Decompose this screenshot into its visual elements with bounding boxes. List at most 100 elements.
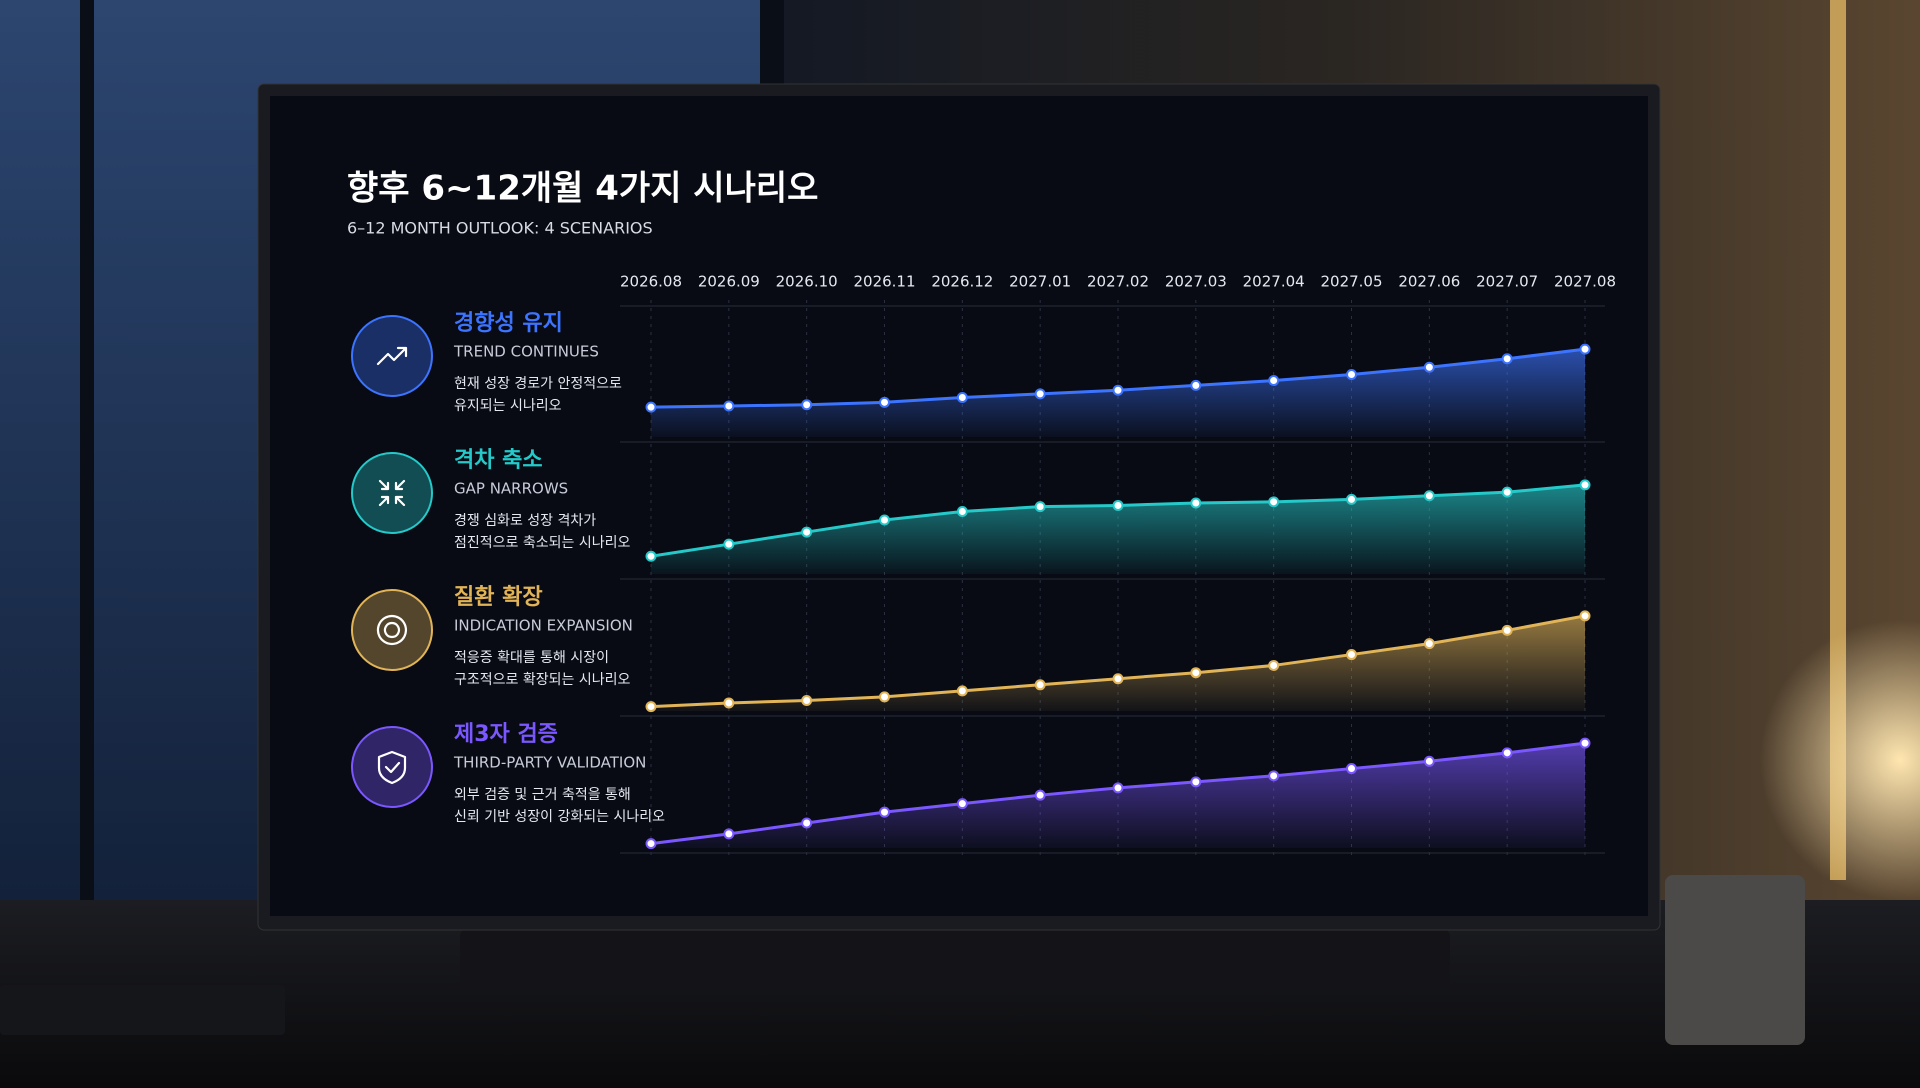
data-point [1501, 624, 1513, 636]
data-point [1501, 747, 1513, 759]
x-tick-label: 2027.08 [1554, 273, 1616, 291]
area-fill [651, 484, 1585, 574]
data-point [645, 401, 657, 413]
data-point [1501, 353, 1513, 365]
data-point [1268, 375, 1280, 387]
scenario-description: 구조적으로 확장되는 시나리오 [454, 672, 630, 688]
data-point [879, 396, 890, 408]
data-point [1268, 496, 1280, 508]
scenario-icon-glyph [378, 479, 406, 507]
data-point [1112, 673, 1124, 685]
scenario-icon [352, 590, 432, 670]
data-point [1346, 369, 1357, 380]
scenario-icon-ring [351, 589, 433, 671]
data-point [801, 399, 813, 411]
x-tick-label: 2027.01 [1009, 273, 1071, 291]
data-point [1579, 737, 1591, 749]
data-point [879, 514, 890, 526]
data-point [1034, 679, 1046, 691]
scenario-description: 유지되는 시나리오 [454, 398, 562, 414]
data-point [1190, 379, 1202, 391]
data-point [1112, 384, 1124, 396]
chart-subtitle: 6–12 MONTH OUTLOOK: 4 SCENARIOS [347, 219, 653, 238]
data-point [801, 817, 813, 829]
data-point [956, 506, 968, 517]
data-point [1579, 343, 1591, 355]
scenario-name-en: TREND CONTINUES [453, 343, 599, 361]
data-point [801, 695, 813, 707]
data-point [1579, 479, 1591, 491]
data-point [1112, 499, 1124, 511]
x-tick-label: 2027.03 [1165, 273, 1227, 291]
scenario-description: 현재 성장 경로가 안정적으로 [454, 376, 622, 392]
scenario-name-en: GAP NARROWS [454, 480, 568, 498]
data-point [879, 691, 890, 703]
data-point [723, 400, 735, 412]
data-point [723, 538, 735, 550]
x-tick-label: 2026.09 [698, 273, 760, 291]
data-point [1268, 659, 1280, 671]
x-tick-label: 2027.05 [1320, 273, 1382, 291]
data-point [956, 798, 968, 810]
data-point [645, 550, 657, 562]
data-point [1579, 610, 1591, 622]
data-point [1268, 770, 1280, 782]
x-tick-label: 2026.11 [853, 273, 915, 291]
data-point [645, 838, 657, 850]
chart-title: 향후 6~12개월 4가지 시나리오 [347, 169, 818, 209]
data-point [1423, 638, 1435, 650]
scenario-icon-glyph [376, 614, 408, 646]
data-point [1034, 789, 1046, 801]
data-point [1346, 649, 1357, 661]
scenario-description: 점진적으로 축소되는 시나리오 [454, 535, 630, 551]
data-point [645, 701, 657, 713]
scenario-icon-ring [351, 315, 433, 397]
scenario-description: 경쟁 심화로 성장 격차가 [454, 513, 596, 529]
scenario-name: 제3자 검증 [454, 722, 558, 747]
data-point [1190, 776, 1202, 788]
data-point [1423, 490, 1435, 502]
monitor-stand [460, 930, 1450, 990]
scenario-description: 적응증 확대를 통해 시장이 [454, 650, 609, 666]
scenario-icon [352, 453, 432, 533]
data-point [1034, 501, 1046, 513]
x-tick-label: 2026.10 [776, 273, 838, 291]
data-point [801, 526, 813, 538]
scenario-name: 격차 축소 [454, 448, 543, 473]
data-point [1112, 782, 1124, 794]
notebook [0, 985, 285, 1035]
data-point [1346, 763, 1357, 775]
data-point [956, 685, 968, 697]
cup [1665, 875, 1805, 1045]
scenario-description: 신뢰 기반 성장이 강화되는 시나리오 [454, 809, 665, 825]
scenario-icon-glyph [377, 750, 407, 785]
window-frame [80, 0, 94, 900]
data-point [1034, 388, 1046, 400]
scenario-icon [352, 316, 432, 396]
data-point [1423, 755, 1435, 767]
data-point [956, 391, 968, 403]
x-tick-label: 2027.07 [1476, 273, 1538, 291]
lamp [1760, 620, 1920, 900]
data-point [1501, 486, 1513, 498]
data-point [1346, 493, 1357, 505]
x-tick-label: 2027.06 [1398, 273, 1460, 291]
scenario-icon [352, 727, 432, 807]
x-tick-label: 2027.02 [1087, 273, 1149, 291]
data-point [879, 806, 890, 818]
scenario-icon-glyph [376, 346, 408, 366]
scenario-name: 경향성 유지 [454, 311, 563, 336]
x-tick-label: 2026.12 [931, 273, 993, 291]
data-point [1190, 667, 1202, 679]
data-point [723, 828, 735, 840]
scenario-name: 질환 확장 [454, 585, 543, 610]
x-tick-label: 2027.04 [1243, 273, 1305, 291]
scenario-description: 외부 검증 및 근거 축적을 통해 [454, 787, 631, 803]
x-tick-label: 2026.08 [620, 273, 682, 291]
scenario-name-en: INDICATION EXPANSION [454, 617, 633, 635]
data-point [723, 697, 735, 709]
scenario-icon-ring [351, 726, 433, 808]
scenario-name-en: THIRD-PARTY VALIDATION [453, 754, 646, 772]
